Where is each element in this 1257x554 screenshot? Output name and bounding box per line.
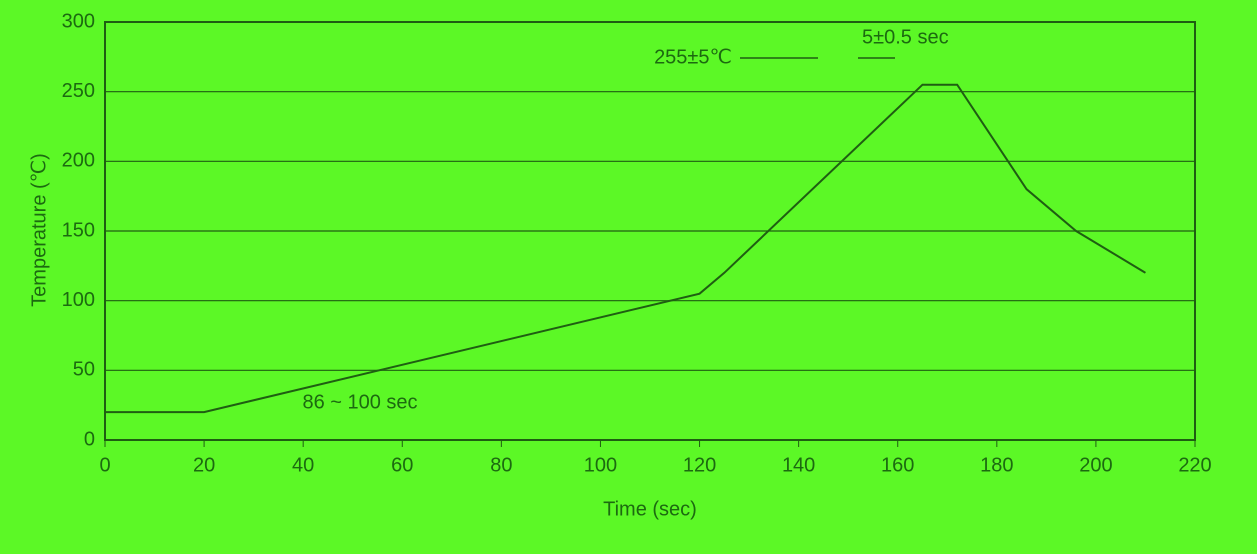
line (105, 83, 1146, 414)
x-tick-label: 100 (584, 454, 617, 476)
x-tick-label: 140 (782, 454, 815, 476)
x-tick-label: 0 (99, 454, 110, 476)
x-axis-label: Time (sec) (603, 498, 697, 520)
x-tick-label: 120 (683, 454, 716, 476)
x-tick-label: 60 (391, 454, 413, 476)
x-tick-label: 220 (1178, 454, 1211, 476)
y-tick-label: 200 (62, 150, 95, 172)
x-tick-label: 40 (292, 454, 314, 476)
annotation: 86 ~ 100 sec (302, 391, 417, 413)
x-tick-label: 80 (490, 454, 512, 476)
y-tick-label: 250 (62, 80, 95, 102)
y-tick-label: 0 (84, 428, 95, 450)
annotation: 255±5℃ (654, 46, 732, 68)
y-axis-label: Temperature (℃) (28, 153, 50, 307)
x-tick-label: 160 (881, 454, 914, 476)
x-tick-label: 20 (193, 454, 215, 476)
y-tick-label: 50 (73, 359, 95, 381)
y-tick-label: 150 (62, 219, 95, 241)
x-tick-label: 200 (1079, 454, 1112, 476)
annotation: 5±0.5 sec (862, 26, 949, 48)
y-tick-label: 300 (62, 10, 95, 32)
y-tick-label: 100 (62, 289, 95, 311)
x-tick-label: 180 (980, 454, 1013, 476)
